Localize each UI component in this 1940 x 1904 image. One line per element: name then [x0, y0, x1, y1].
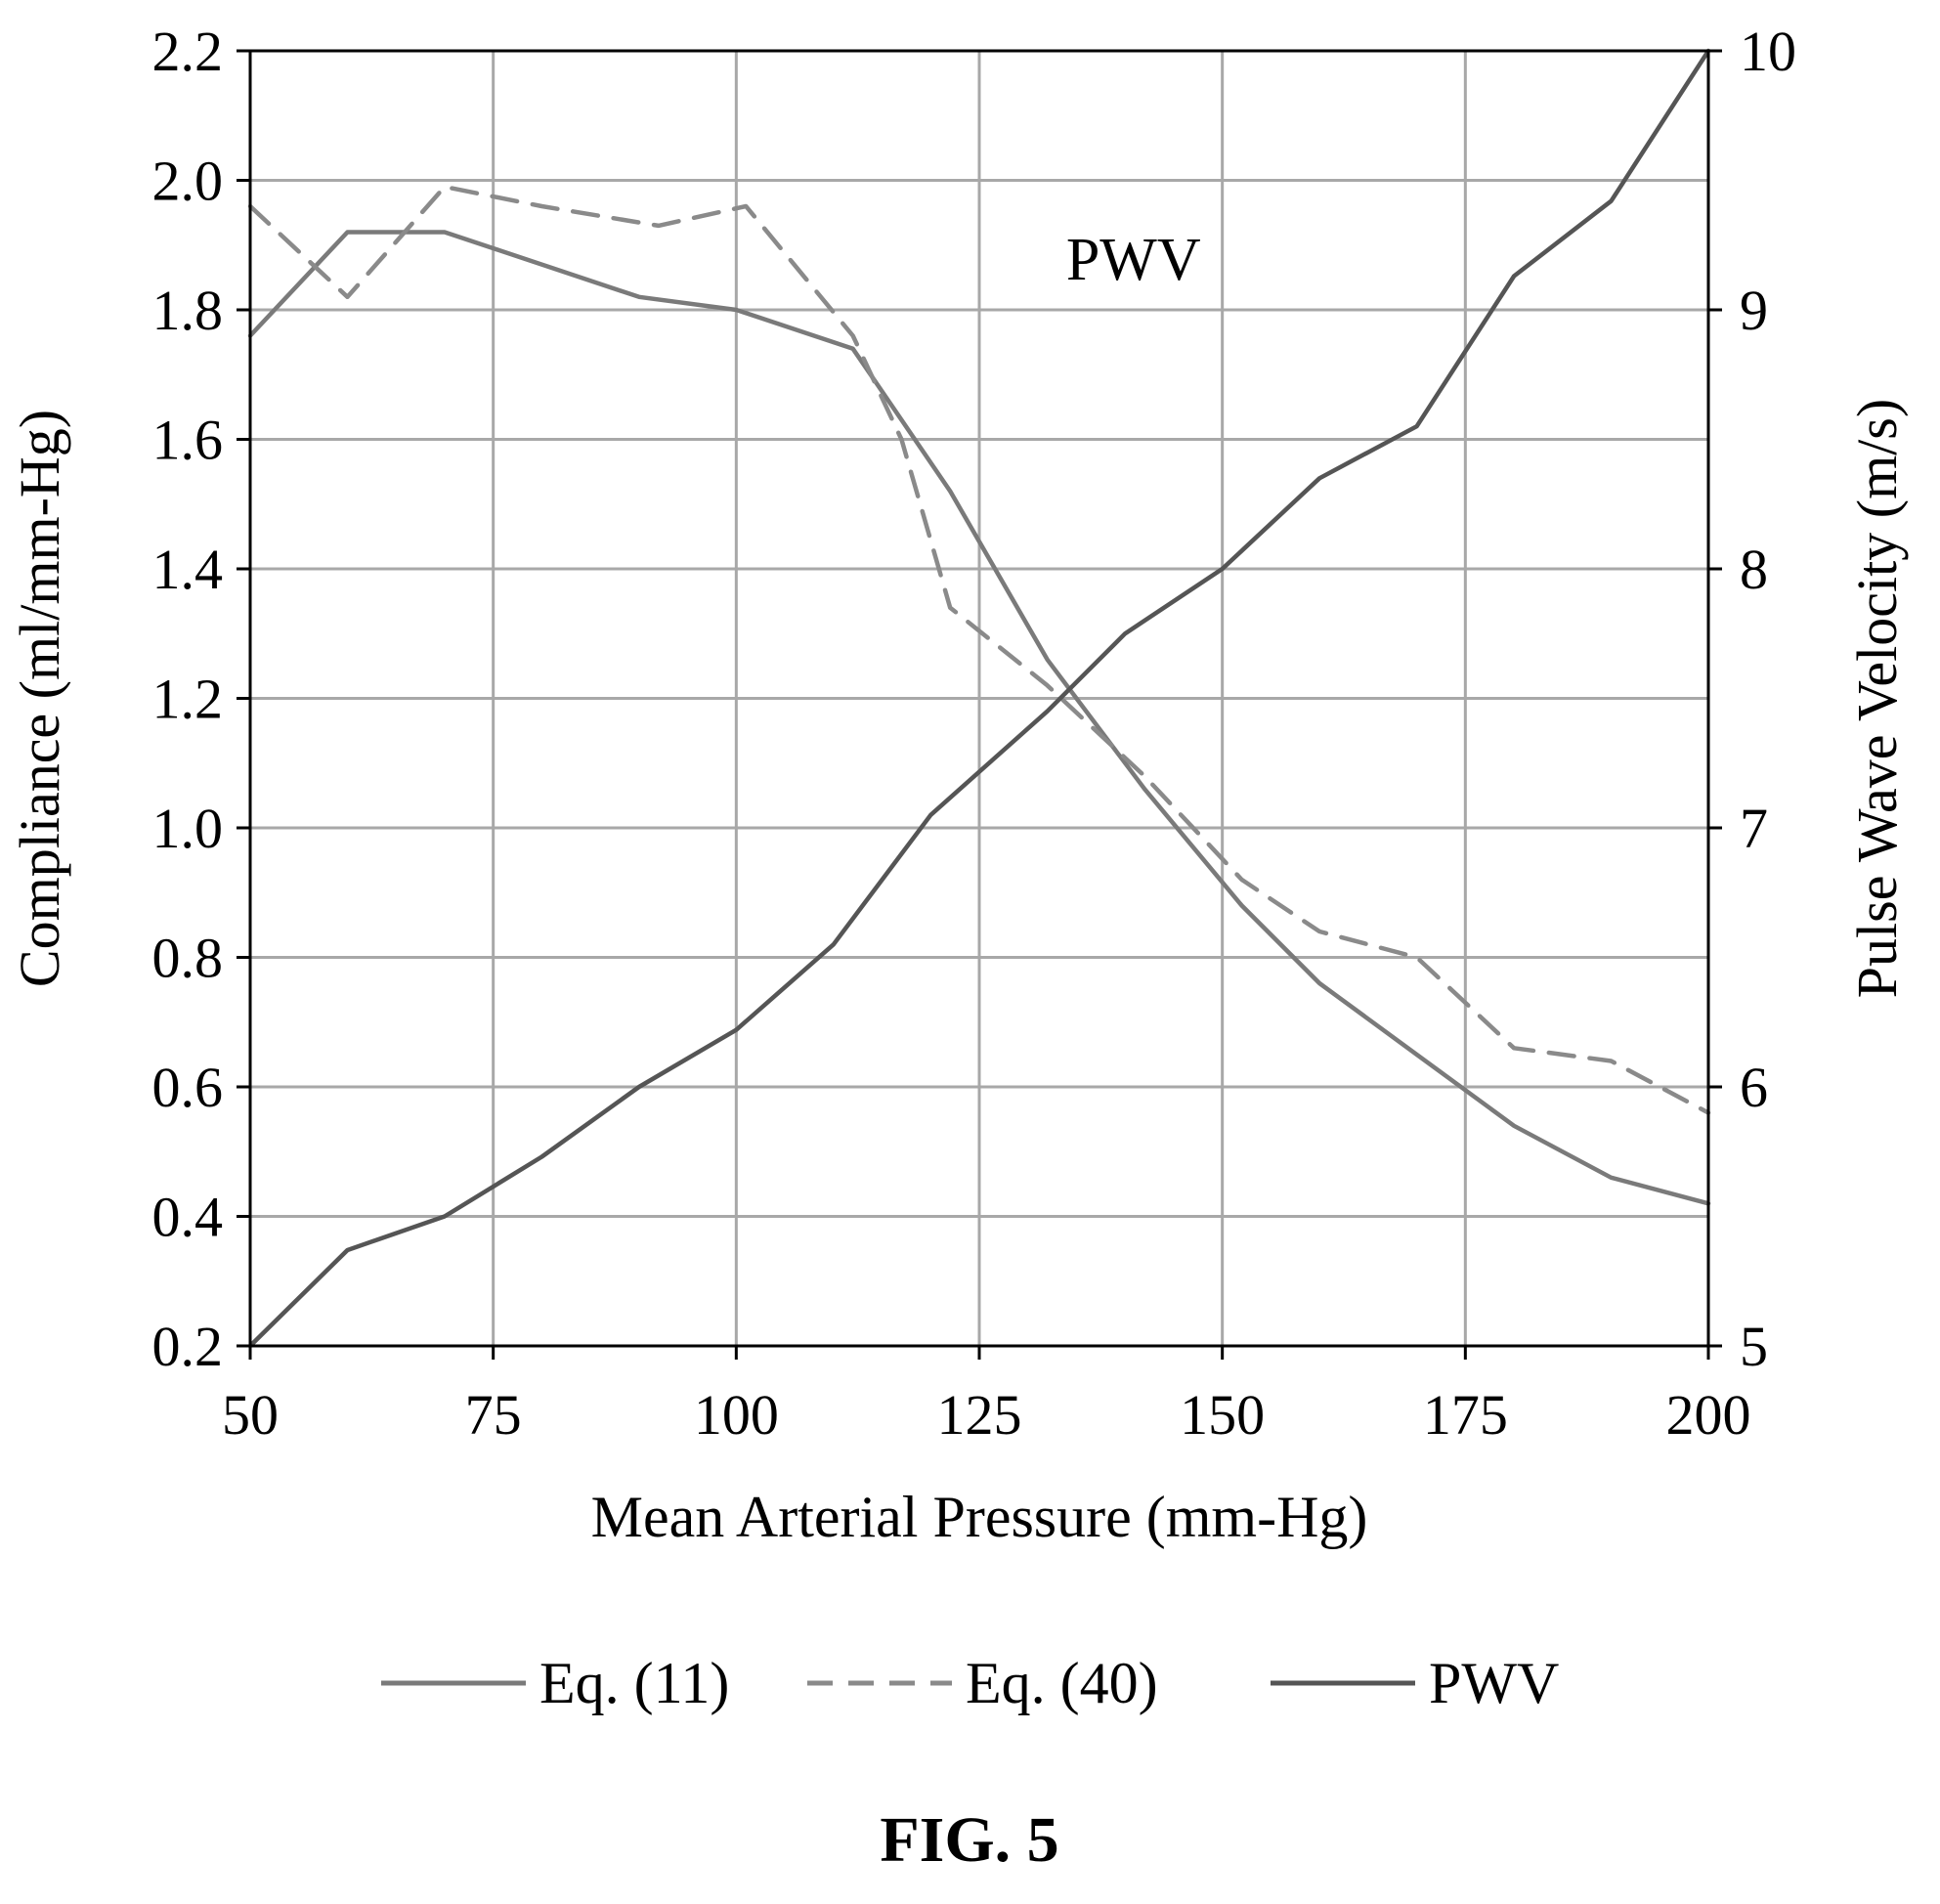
y-right-tick-label: 10 [1740, 20, 1796, 83]
y-left-tick-label: 0.6 [152, 1056, 224, 1119]
y-right-tick-label: 8 [1740, 538, 1768, 601]
y-left-tick-label: 1.0 [152, 797, 224, 860]
ticks [237, 49, 1722, 1360]
legend-label: PWV [1429, 1651, 1559, 1715]
tick-labels: 50 75 100 125 150 175 2000.20.40.60.81.01.21.4… [152, 20, 1797, 1447]
series-lines [247, 48, 1711, 1349]
y-left-tick-label: 2.2 [152, 20, 224, 83]
y-axis-label-right: Pulse Wave Velocity (m/s) [1845, 399, 1909, 998]
y-left-tick-label: 0.4 [152, 1186, 224, 1249]
series-eq-40 [247, 184, 1711, 1115]
x-tick-label: 200 [1666, 1383, 1751, 1447]
legend-label: Eq. (40) [966, 1651, 1158, 1715]
legend-label: Eq. (11) [539, 1651, 729, 1715]
y-left-tick-label: 2.0 [152, 150, 224, 213]
x-tick-label: 125 [937, 1383, 1022, 1447]
x-axis-label: Mean Arterial Pressure (mm-Hg) [591, 1485, 1368, 1549]
grid [248, 49, 1710, 1348]
y-left-tick-label: 1.6 [152, 409, 224, 472]
x-tick-label: 50 [222, 1383, 279, 1447]
series-eq-11 [247, 230, 1711, 1206]
y-left-tick-label: 0.2 [152, 1315, 224, 1378]
y-right-tick-label: 5 [1740, 1315, 1768, 1378]
figure-caption: FIG. 5 [880, 1804, 1058, 1876]
pwv-annotation: PWV [1066, 227, 1201, 293]
y-right-tick-label: 9 [1740, 279, 1768, 342]
y-axis-label-left: Compliance (ml/mm-Hg) [8, 410, 71, 987]
series-pwv [247, 48, 1711, 1349]
x-tick-label: 100 [694, 1383, 779, 1447]
x-tick-label: 150 [1180, 1383, 1265, 1447]
y-left-tick-label: 1.4 [152, 538, 224, 601]
x-tick-label: 175 [1423, 1383, 1508, 1447]
y-right-tick-label: 7 [1740, 797, 1768, 860]
legend: Eq. (11) Eq. (40) PWV [381, 1651, 1559, 1715]
y-left-tick-label: 1.8 [152, 279, 224, 342]
x-tick-label: 75 [465, 1383, 522, 1447]
y-left-tick-label: 1.2 [152, 668, 224, 731]
y-right-tick-label: 6 [1740, 1056, 1768, 1119]
y-left-tick-label: 0.8 [152, 927, 224, 990]
